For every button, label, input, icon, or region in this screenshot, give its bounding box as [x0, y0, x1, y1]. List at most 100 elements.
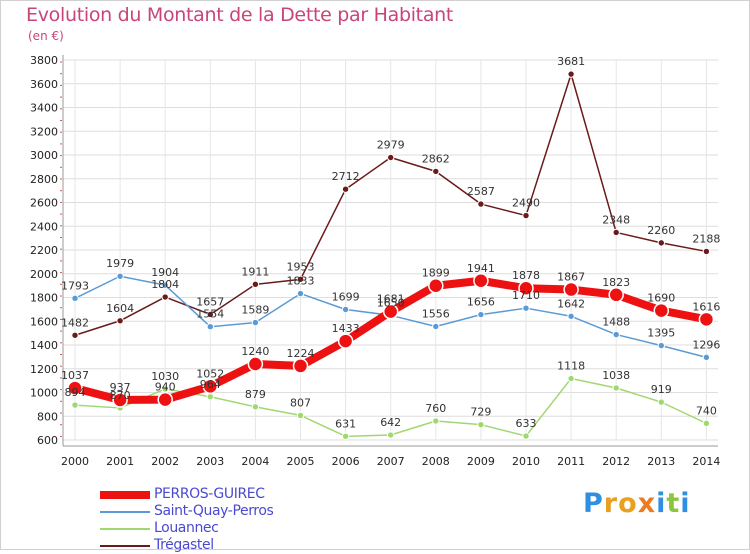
data-label: 1488: [602, 316, 630, 329]
data-point: [71, 401, 79, 409]
data-label: 631: [335, 417, 356, 430]
legend-label: Saint-Quay-Perros: [154, 503, 274, 519]
data-point: [567, 312, 575, 320]
x-tick-label: 2011: [557, 455, 585, 468]
logo-letter: i: [680, 488, 691, 519]
logo-letter: o: [618, 488, 638, 519]
legend-swatch: [100, 528, 150, 530]
data-label: 1657: [196, 295, 224, 308]
y-tick-label: 2000: [30, 268, 58, 281]
data-label: 1589: [241, 304, 269, 317]
y-tick-label: 1600: [30, 315, 58, 328]
axis-layer: 600 800 1000 1200 1400 1600 1800 2000 2200 2400 26…: [30, 54, 720, 468]
label-layer: 1482 1604 1804 1657 1911 1953 2712 2979 2862 2587…: [61, 55, 720, 430]
proxiti-logo: Proxiti: [583, 488, 691, 519]
data-label: 919: [651, 383, 672, 396]
y-tick-label: 1000: [30, 387, 58, 400]
x-tick-label: 2007: [377, 455, 405, 468]
y-tick-label: 800: [37, 410, 58, 423]
y-tick-label: 2400: [30, 220, 58, 233]
data-point: [653, 302, 670, 319]
legend-swatch: [100, 511, 150, 513]
data-label: 894: [65, 386, 86, 399]
x-tick-label: 2008: [422, 455, 450, 468]
data-point: [112, 392, 128, 408]
y-tick-label: 3600: [30, 78, 58, 91]
data-point: [477, 310, 485, 319]
data-point: [341, 305, 350, 314]
data-point: [473, 273, 489, 289]
data-point: [341, 185, 350, 193]
data-point: [563, 281, 579, 298]
x-tick-label: 2009: [467, 455, 495, 468]
y-tick-label: 2600: [30, 197, 58, 210]
data-point: [567, 70, 575, 78]
data-label: 1433: [332, 322, 360, 335]
data-point: [116, 272, 124, 280]
legend-label: Trégastel: [154, 537, 214, 553]
data-label: 1911: [241, 265, 269, 278]
data-point: [71, 294, 79, 303]
data-label: 2490: [512, 197, 540, 210]
data-label: 1899: [422, 267, 450, 280]
data-point: [116, 317, 124, 325]
data-label: 1690: [647, 292, 675, 305]
data-label: 1793: [61, 279, 89, 292]
data-point: [432, 322, 440, 331]
x-tick-label: 2001: [106, 455, 134, 468]
y-tick-label: 600: [37, 434, 58, 447]
data-label: 1296: [692, 338, 720, 351]
data-label: 2188: [692, 232, 720, 245]
data-label: 2587: [467, 185, 495, 198]
data-point: [341, 432, 350, 441]
data-label: 964: [200, 378, 221, 391]
data-point: [296, 289, 305, 298]
grid-layer: [63, 59, 718, 441]
legend-label: PERROS-GUIREC: [154, 486, 265, 502]
logo-letter: x: [637, 488, 657, 519]
data-point: [657, 341, 665, 350]
data-label: 1604: [106, 302, 134, 315]
data-label: 3681: [557, 55, 585, 68]
y-tick-label: 1800: [30, 292, 58, 305]
data-label: 879: [245, 388, 266, 401]
x-tick-label: 2006: [332, 455, 360, 468]
x-tick-label: 2012: [602, 455, 630, 468]
data-label: 1699: [332, 290, 360, 303]
data-point: [522, 304, 530, 312]
data-point: [206, 393, 215, 401]
data-label: 1904: [151, 266, 179, 279]
chart-title: Evolution du Montant de la Dette par Hab…: [26, 4, 454, 26]
data-label: 1038: [602, 369, 630, 382]
y-tick-label: 2200: [30, 244, 58, 257]
data-point: [296, 411, 305, 420]
data-point: [387, 431, 395, 439]
data-label: 1804: [151, 278, 179, 291]
data-label: 937: [110, 381, 131, 394]
data-label: 1240: [241, 345, 269, 358]
data-point: [206, 310, 215, 319]
x-tick-label: 2014: [692, 455, 720, 468]
data-label: 1224: [287, 347, 315, 360]
data-label: 1867: [557, 271, 585, 284]
legend-swatch: [100, 545, 150, 547]
logo-letter: P: [583, 488, 604, 519]
data-point: [292, 358, 309, 374]
y-tick-label: 2800: [30, 173, 58, 186]
data-label: 1556: [422, 307, 450, 320]
data-point: [612, 228, 620, 237]
data-point: [428, 277, 444, 294]
data-point: [567, 374, 575, 383]
data-label: 1616: [692, 300, 720, 313]
data-point: [251, 403, 260, 411]
x-tick-label: 2005: [287, 455, 315, 468]
data-point: [612, 384, 620, 392]
data-point: [702, 353, 711, 362]
data-point: [247, 356, 264, 372]
data-point: [432, 417, 440, 425]
data-label: 2260: [647, 224, 675, 237]
data-point: [612, 330, 620, 339]
data-label: 1030: [151, 370, 179, 383]
data-label: 1395: [647, 327, 675, 340]
